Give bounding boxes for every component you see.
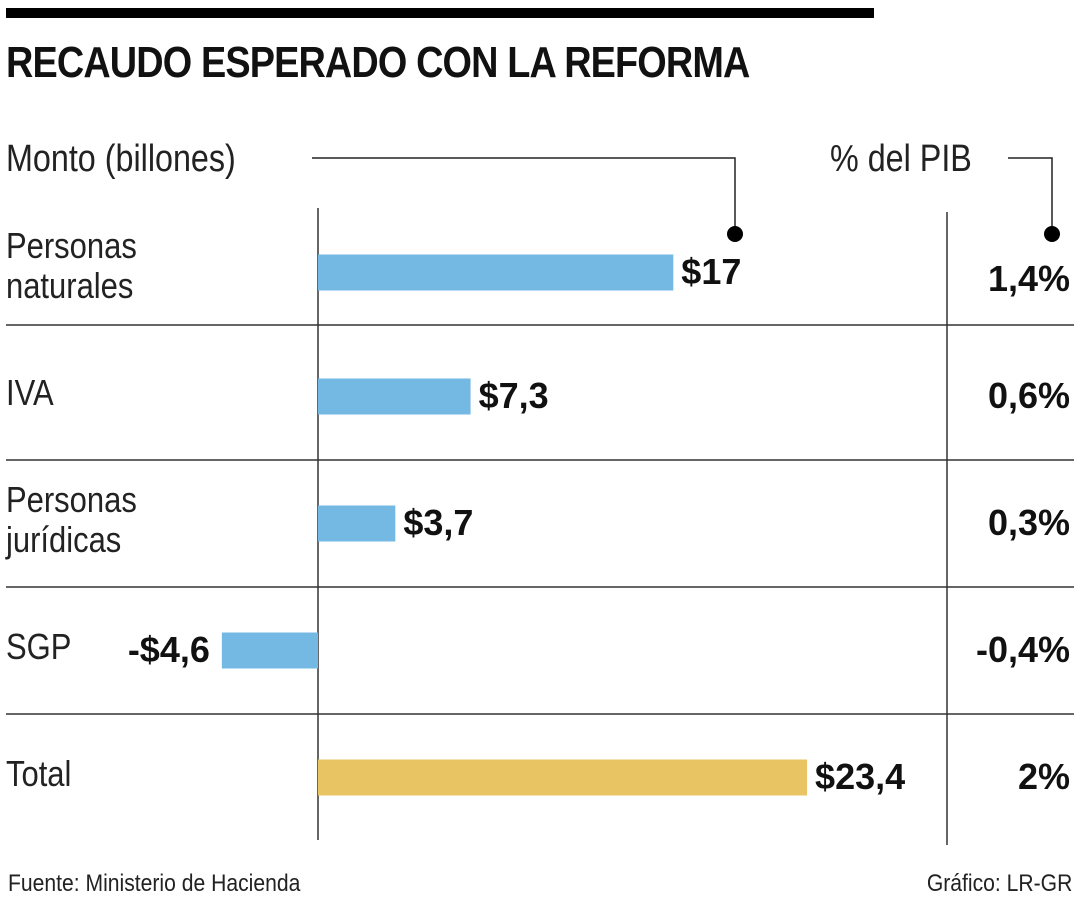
value-label: $17 [681, 250, 742, 292]
pib-leader-dot [1044, 226, 1060, 242]
value-label: $3,7 [403, 501, 474, 543]
category-label-line: SGP [6, 625, 72, 667]
category-label-line: naturales [6, 264, 134, 306]
value-label: -$4,6 [127, 628, 210, 670]
category-label-line: Personas [6, 478, 137, 520]
pib-label: 2% [1017, 755, 1070, 797]
amount-column-header: Monto (billones) [6, 138, 236, 180]
amount-leader-dot [727, 226, 743, 242]
credit-note: Gráfico: LR-GR [926, 870, 1072, 897]
bar-personas-jur-dicas [318, 505, 396, 542]
source-note: Fuente: Ministerio de Hacienda [8, 870, 301, 897]
value-label: $23,4 [815, 755, 906, 797]
bar-personas-naturales [318, 254, 674, 291]
title-rule [6, 8, 874, 18]
pib-column-header: % del PIB [830, 138, 972, 180]
category-label-line: jurídicas [6, 518, 122, 560]
bar-total [318, 759, 808, 796]
pib-label: 0,6% [987, 374, 1070, 416]
category-label: Total [6, 752, 72, 794]
bar-iva [318, 378, 471, 415]
category-label-line: IVA [6, 371, 54, 413]
pib-label: 1,4% [987, 257, 1070, 299]
bar-sgp [221, 632, 318, 669]
category-label-line: Total [6, 752, 72, 794]
category-label: SGP [6, 625, 72, 667]
category-label-line: Personas [6, 224, 137, 266]
category-label: IVA [6, 371, 54, 413]
value-label: $7,3 [478, 374, 549, 416]
chart-title: RECAUDO ESPERADO CON LA REFORMA [6, 38, 750, 87]
category-label: Personas jurídicas [6, 478, 137, 560]
pib-leader-line [1008, 157, 1053, 228]
pib-label: 0,3% [987, 501, 1070, 543]
pib-label: -0,4% [975, 628, 1070, 670]
amount-leader-line [312, 157, 736, 228]
category-label: Personas naturales [6, 224, 137, 306]
